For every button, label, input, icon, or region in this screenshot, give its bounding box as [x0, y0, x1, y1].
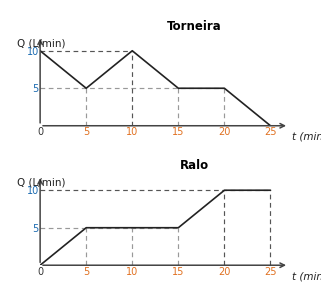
- Text: Q (L/min): Q (L/min): [17, 178, 65, 188]
- Title: Torneira: Torneira: [167, 20, 222, 33]
- Text: t (min): t (min): [292, 132, 321, 142]
- Text: Q (L/min): Q (L/min): [17, 38, 65, 49]
- Title: Ralo: Ralo: [180, 159, 209, 172]
- Text: t (min): t (min): [292, 271, 321, 282]
